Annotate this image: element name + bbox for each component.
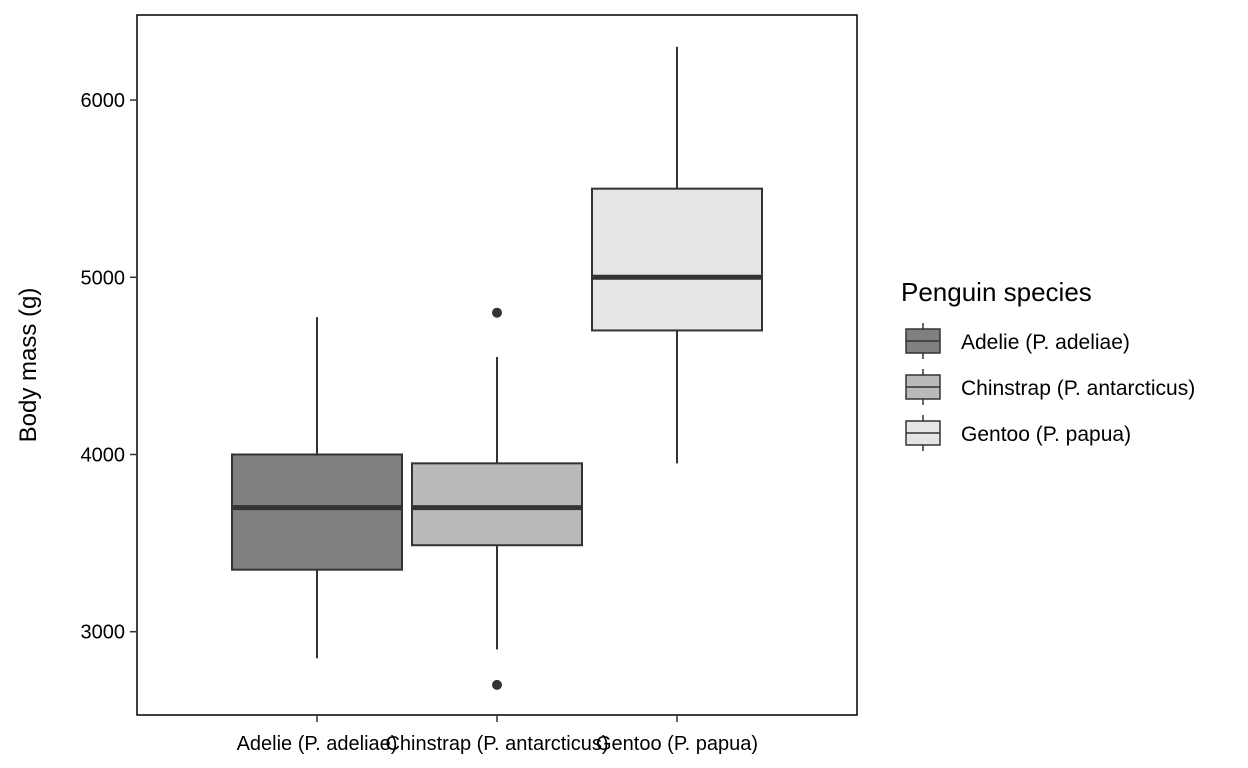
box-iqr bbox=[591, 187, 763, 332]
box-iqr bbox=[411, 462, 583, 547]
legend-label: Chinstrap (P. antarcticus) bbox=[961, 377, 1195, 400]
box-iqr bbox=[231, 453, 403, 571]
y-tick-label: 3000 bbox=[81, 622, 126, 644]
legend-items: Adelie (P. adeliae) Chinstrap (P. antarct… bbox=[905, 323, 1195, 451]
y-tick-label: 6000 bbox=[81, 90, 126, 112]
box-1 bbox=[411, 307, 583, 690]
y-tick-label: 5000 bbox=[81, 267, 126, 289]
y-tick-label: 4000 bbox=[81, 444, 126, 466]
x-tick-label: Gentoo (P. papua) bbox=[596, 733, 758, 755]
legend-item-2: Gentoo (P. papua) bbox=[905, 415, 1131, 451]
y-axis-title: Body mass (g) bbox=[15, 288, 42, 443]
boxes-layer bbox=[231, 46, 763, 690]
outlier-point bbox=[492, 679, 502, 690]
legend: Penguin species Adelie (P. adeliae) Chins… bbox=[901, 277, 1195, 451]
x-axis: Adelie (P. adeliae)Chinstrap (P. antarct… bbox=[237, 715, 758, 755]
legend-label: Gentoo (P. papua) bbox=[961, 423, 1131, 446]
x-tick-label: Adelie (P. adeliae) bbox=[237, 733, 398, 755]
legend-item-0: Adelie (P. adeliae) bbox=[905, 323, 1130, 359]
box-2 bbox=[591, 46, 763, 464]
box-0 bbox=[231, 317, 403, 659]
x-tick-label: Chinstrap (P. antarcticus) bbox=[385, 733, 608, 755]
outlier-point bbox=[492, 307, 502, 318]
y-axis: 3000 4000 5000 6000 bbox=[81, 90, 137, 644]
legend-item-1: Chinstrap (P. antarcticus) bbox=[905, 369, 1195, 405]
legend-title: Penguin species bbox=[901, 277, 1092, 307]
legend-label: Adelie (P. adeliae) bbox=[961, 331, 1130, 354]
